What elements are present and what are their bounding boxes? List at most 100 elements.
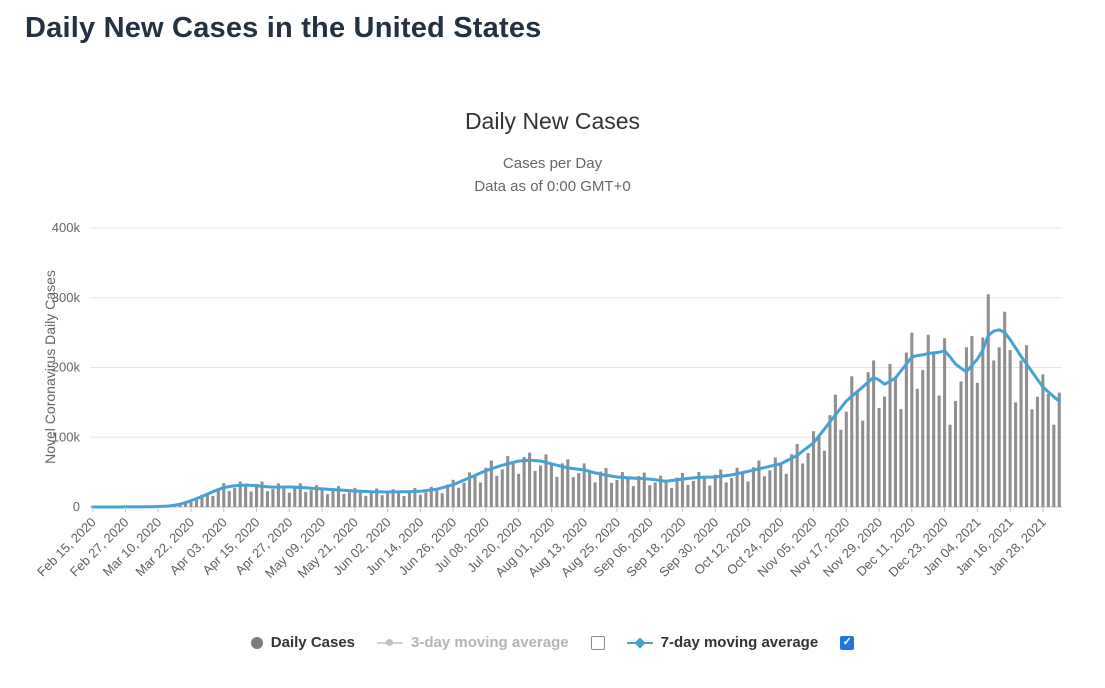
daily-cases-bar[interactable] bbox=[959, 381, 963, 507]
daily-cases-bar[interactable] bbox=[457, 487, 461, 507]
daily-cases-bar[interactable] bbox=[675, 477, 679, 507]
daily-cases-bar[interactable] bbox=[484, 467, 488, 507]
daily-cases-bar[interactable] bbox=[943, 338, 947, 507]
daily-cases-bar[interactable] bbox=[517, 473, 521, 507]
daily-cases-bar[interactable] bbox=[1052, 424, 1056, 507]
daily-cases-bar[interactable] bbox=[189, 502, 193, 507]
daily-cases-bar[interactable] bbox=[850, 376, 854, 507]
daily-cases-bar[interactable] bbox=[910, 332, 914, 508]
daily-cases-bar[interactable] bbox=[724, 482, 728, 507]
daily-cases-bar[interactable] bbox=[216, 488, 220, 507]
daily-cases-bar[interactable] bbox=[244, 485, 248, 507]
daily-cases-bar[interactable] bbox=[577, 473, 581, 507]
daily-cases-bar[interactable] bbox=[975, 382, 979, 507]
daily-cases-bar[interactable] bbox=[538, 465, 543, 507]
daily-cases-bar[interactable] bbox=[424, 492, 428, 507]
daily-cases-bar[interactable] bbox=[495, 475, 499, 507]
daily-cases-bar[interactable] bbox=[593, 482, 597, 507]
seven-day-average-series[interactable] bbox=[91, 328, 1061, 509]
daily-cases-bar[interactable] bbox=[893, 377, 897, 507]
daily-cases-bar[interactable] bbox=[429, 486, 433, 507]
daily-cases-bar[interactable] bbox=[697, 471, 701, 507]
daily-cases-bar[interactable] bbox=[839, 429, 843, 507]
daily-cases-bar[interactable] bbox=[659, 475, 663, 507]
daily-cases-bar[interactable] bbox=[964, 347, 968, 507]
daily-cases-bar[interactable] bbox=[506, 455, 510, 507]
daily-cases-bar[interactable] bbox=[604, 468, 608, 507]
daily-cases-bar[interactable] bbox=[691, 480, 695, 507]
daily-cases-bar[interactable] bbox=[615, 480, 619, 507]
daily-cases-bar[interactable] bbox=[391, 489, 395, 507]
daily-cases-bar[interactable] bbox=[413, 488, 417, 507]
daily-cases-bar[interactable] bbox=[478, 482, 482, 507]
daily-cases-bar[interactable] bbox=[347, 492, 351, 507]
daily-cases-bar[interactable] bbox=[473, 475, 477, 507]
daily-cases-bar[interactable] bbox=[883, 396, 887, 507]
daily-cases-bar[interactable] bbox=[227, 491, 231, 507]
daily-cases-bar[interactable] bbox=[877, 407, 881, 507]
daily-cases-bar[interactable] bbox=[904, 352, 908, 507]
daily-cases-bar[interactable] bbox=[402, 496, 406, 507]
daily-cases-bar[interactable] bbox=[664, 481, 668, 507]
daily-cases-bar[interactable] bbox=[855, 391, 859, 507]
daily-cases-bar[interactable] bbox=[801, 463, 805, 507]
daily-cases-bar[interactable] bbox=[369, 490, 373, 507]
daily-cases-bar[interactable] bbox=[833, 394, 837, 507]
daily-cases-bar[interactable] bbox=[866, 372, 870, 507]
daily-cases-bar[interactable] bbox=[358, 491, 362, 507]
daily-cases-bar[interactable] bbox=[549, 463, 553, 507]
daily-cases-bar[interactable] bbox=[795, 444, 799, 507]
daily-cases-bar[interactable] bbox=[1019, 360, 1023, 507]
daily-cases-bar[interactable] bbox=[249, 491, 253, 507]
daily-cases-bar[interactable] bbox=[997, 347, 1001, 507]
daily-cases-bar[interactable] bbox=[921, 370, 925, 507]
daily-cases-bar[interactable] bbox=[648, 485, 652, 507]
daily-cases-bar[interactable] bbox=[1030, 409, 1034, 507]
avg3-checkbox[interactable] bbox=[590, 635, 605, 650]
daily-cases-bar[interactable] bbox=[260, 481, 264, 507]
daily-cases-bar[interactable] bbox=[735, 467, 739, 507]
daily-cases-bar[interactable] bbox=[511, 462, 515, 507]
daily-cases-bar[interactable] bbox=[282, 486, 286, 507]
daily-cases-bar[interactable] bbox=[926, 334, 930, 507]
daily-cases-bar[interactable] bbox=[986, 294, 990, 507]
daily-cases-bar[interactable] bbox=[287, 492, 291, 507]
daily-cases-bar[interactable] bbox=[265, 491, 269, 507]
daily-cases-bar[interactable] bbox=[255, 484, 259, 507]
daily-cases-bar[interactable] bbox=[320, 488, 324, 508]
daily-cases-bar[interactable] bbox=[992, 360, 996, 507]
daily-cases-bar[interactable] bbox=[670, 487, 674, 507]
daily-cases-bar[interactable] bbox=[342, 493, 346, 507]
daily-cases-bar[interactable] bbox=[375, 488, 379, 507]
daily-cases-bar[interactable] bbox=[1035, 396, 1039, 507]
daily-cases-bar[interactable] bbox=[806, 453, 810, 507]
daily-cases-bar[interactable] bbox=[642, 472, 646, 507]
daily-cases-bar[interactable] bbox=[418, 494, 422, 507]
daily-cases-bar[interactable] bbox=[768, 470, 772, 507]
daily-cases-bar[interactable] bbox=[713, 474, 717, 507]
daily-cases-bar[interactable] bbox=[582, 463, 586, 507]
daily-cases-bar[interactable] bbox=[899, 409, 903, 507]
daily-cases-bar[interactable] bbox=[304, 492, 308, 507]
daily-cases-bar[interactable] bbox=[446, 484, 450, 507]
daily-cases-bar[interactable] bbox=[626, 477, 630, 507]
daily-cases-bar[interactable] bbox=[271, 489, 275, 507]
daily-cases-bar[interactable] bbox=[397, 491, 401, 507]
daily-cases-bar[interactable] bbox=[205, 494, 209, 507]
daily-cases-bar[interactable] bbox=[184, 501, 188, 507]
daily-cases-bar[interactable] bbox=[844, 411, 848, 507]
daily-cases-bar[interactable] bbox=[222, 483, 226, 507]
daily-cases-bar[interactable] bbox=[364, 495, 368, 507]
daily-cases-bar[interactable] bbox=[489, 460, 493, 507]
daily-cases-bar[interactable] bbox=[817, 435, 821, 507]
daily-cases-bar[interactable] bbox=[1046, 394, 1050, 507]
daily-cases-bar[interactable] bbox=[467, 472, 472, 507]
daily-cases-bar[interactable] bbox=[686, 484, 690, 507]
daily-cases-bar[interactable] bbox=[293, 485, 297, 507]
daily-cases-bar[interactable] bbox=[336, 486, 340, 507]
daily-cases-bar[interactable] bbox=[970, 336, 974, 507]
daily-cases-bar[interactable] bbox=[790, 454, 794, 507]
daily-cases-bar[interactable] bbox=[730, 478, 734, 507]
daily-cases-bar[interactable] bbox=[1008, 350, 1012, 507]
daily-cases-bar[interactable] bbox=[500, 469, 504, 507]
